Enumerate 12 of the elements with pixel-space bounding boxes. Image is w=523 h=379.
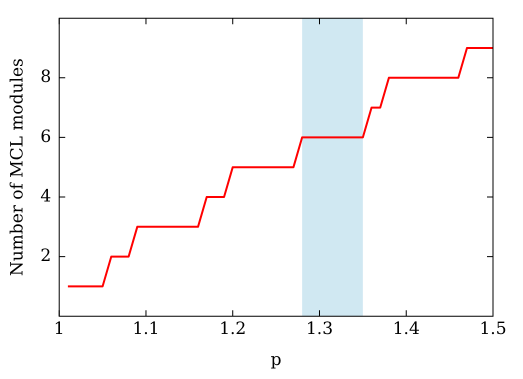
y-tick-label: 2	[40, 246, 52, 266]
x-tick-label: 1.5	[479, 318, 507, 339]
x-tick-label: 1.2	[219, 318, 246, 339]
y-tick-label: 4	[40, 186, 52, 206]
x-tick-label: 1.3	[306, 318, 334, 339]
x-tick-label: 1.1	[132, 318, 160, 339]
x-tick-label: 1	[54, 318, 65, 339]
y-tick-label: 6	[40, 126, 52, 147]
y-tick-label: 8	[40, 67, 52, 88]
x-axis-title: p	[270, 350, 282, 370]
x-tick-label: 1.4	[392, 318, 420, 339]
y-axis-title: Number of MCL modules	[8, 58, 28, 276]
